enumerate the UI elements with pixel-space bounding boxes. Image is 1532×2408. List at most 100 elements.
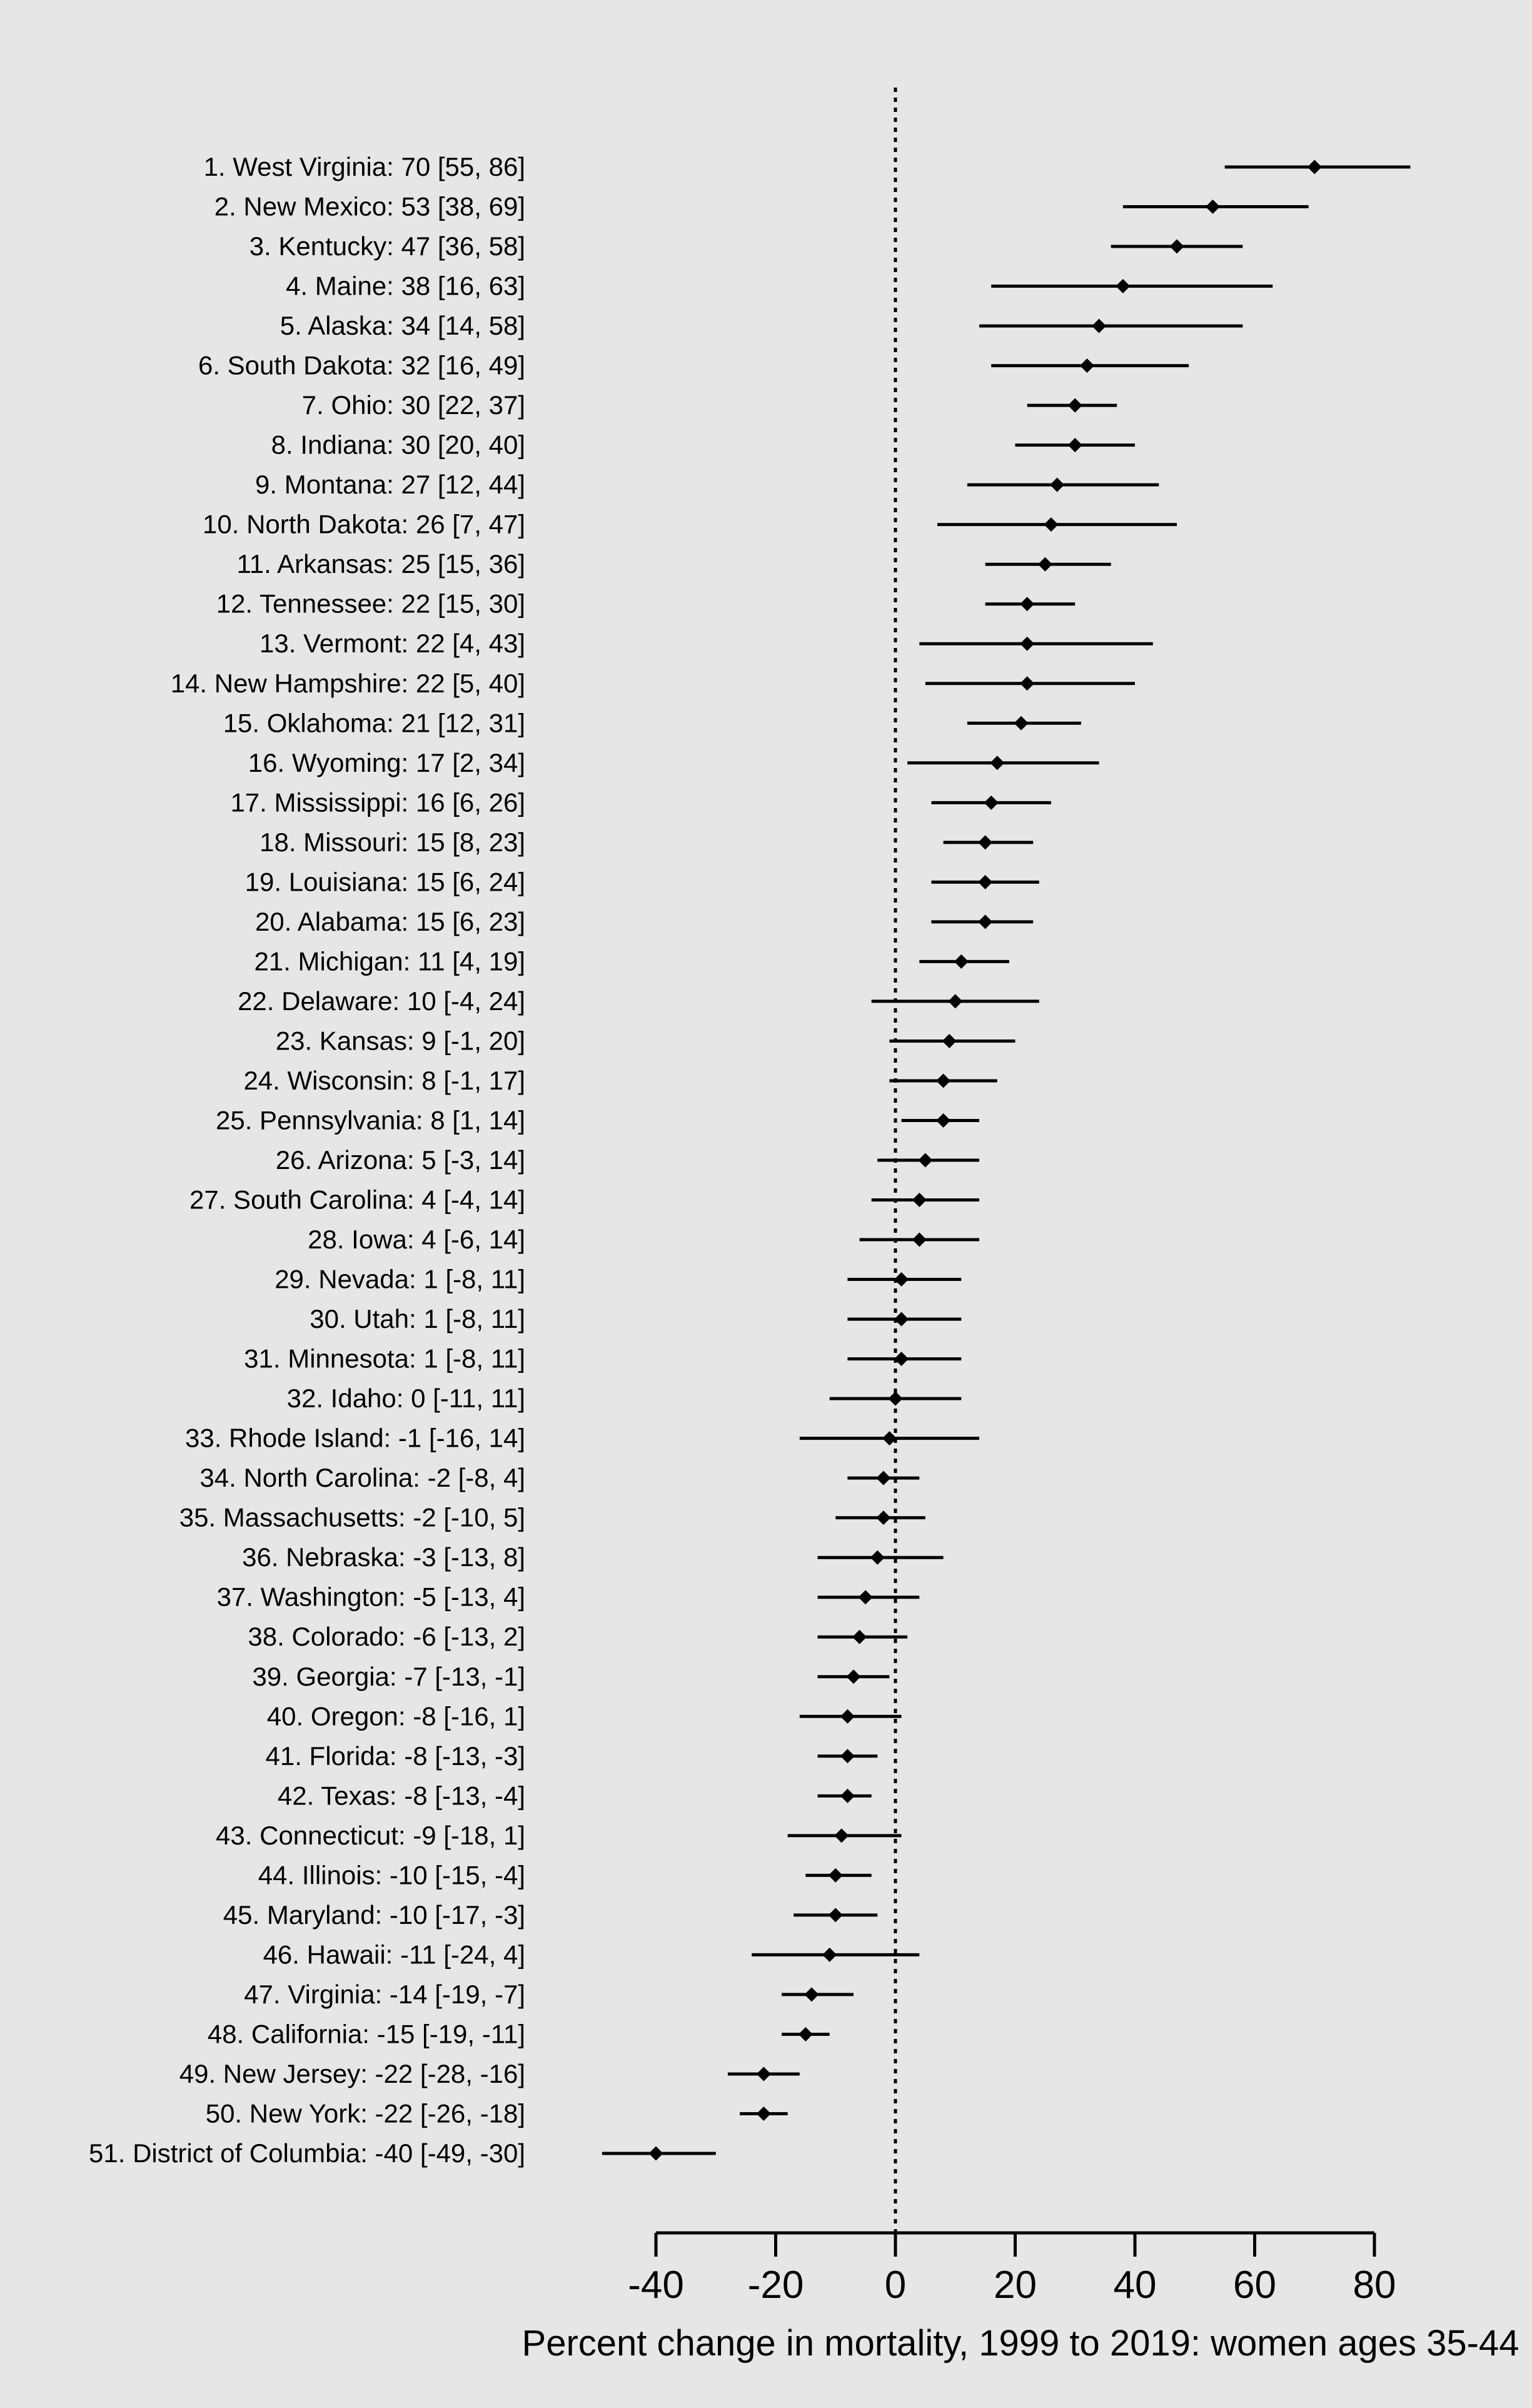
x-axis-tick-label: 80 [1353,2264,1396,2307]
estimate-marker [756,2106,771,2121]
estimate-marker [1067,398,1082,413]
estimate-marker [822,1947,837,1962]
state-label: 2. New Mexico: 53 [38, 69] [214,192,525,221]
state-label: 51. District of Columbia: -40 [-49, -30] [89,2138,525,2168]
state-label: 8. Indiana: 30 [20, 40] [271,430,525,460]
estimate-marker [840,1749,855,1764]
estimate-marker [804,1987,819,2002]
estimate-marker [894,1272,909,1287]
x-axis-tick-label: 40 [1114,2264,1157,2307]
state-label: 1. West Virginia: 70 [55, 86] [204,152,525,181]
estimate-marker [978,835,993,850]
state-label: 9. Montana: 27 [12, 44] [255,470,525,499]
estimate-marker [1079,358,1094,373]
state-label: 10. North Dakota: 26 [7, 47] [203,510,525,539]
state-label: 31. Minnesota: 1 [-8, 11] [244,1344,525,1373]
estimate-marker [948,994,963,1009]
estimate-marker [858,1590,873,1605]
x-axis-tick-label: -20 [748,2264,804,2307]
estimate-marker [990,756,1005,771]
state-label: 41. Florida: -8 [-13, -3] [265,1741,525,1771]
state-label: 22. Delaware: 10 [-4, 24] [238,986,525,1016]
x-axis-title: Percent change in mortality, 1999 to 201… [522,2323,1519,2364]
state-label: 5. Alaska: 34 [14, 58] [280,311,525,340]
state-label: 14. New Hampshire: 22 [5, 40] [171,669,525,698]
state-label: 47. Virginia: -14 [-19, -7] [244,1980,525,2009]
estimate-marker [894,1352,909,1367]
estimate-marker [828,1908,843,1923]
estimate-marker [834,1828,849,1843]
estimate-marker [1092,318,1107,333]
state-label: 11. Arkansas: 25 [15, 36] [236,549,525,579]
state-label: 23. Kansas: 9 [-1, 20] [276,1026,525,1055]
estimate-marker [840,1709,855,1724]
state-label: 18. Missouri: 15 [8, 23] [260,827,525,857]
state-label: 38. Colorado: -6 [-13, 2] [248,1622,525,1651]
estimate-marker [912,1193,927,1208]
estimate-marker [798,2026,813,2041]
state-label: 4. Maine: 38 [16, 63] [286,271,525,301]
estimate-marker [756,2067,771,2082]
state-label: 26. Arizona: 5 [-3, 14] [276,1145,525,1175]
estimate-marker [852,1629,867,1644]
estimate-marker [1044,517,1059,532]
estimate-marker [1307,159,1322,175]
state-label: 3. Kentucky: 47 [36, 58] [249,231,525,261]
state-label: 49. New Jersey: -22 [-28, -16] [179,2059,525,2088]
state-label: 32. Idaho: 0 [-11, 11] [287,1384,525,1413]
state-label: 30. Utah: 1 [-8, 11] [310,1304,525,1333]
estimate-marker [978,874,993,889]
estimate-marker [942,1033,957,1048]
estimate-marker [846,1669,861,1684]
state-label: 35. Massachusetts: -2 [-10, 5] [179,1503,525,1532]
state-label: 37. Washington: -5 [-13, 4] [217,1582,525,1612]
estimate-marker [1020,636,1035,651]
estimate-marker [936,1113,951,1128]
estimate-marker [1050,477,1065,492]
state-label: 19. Louisiana: 15 [6, 24] [245,867,525,896]
estimate-marker [1067,438,1082,453]
state-label: 13. Vermont: 22 [4, 43] [260,629,525,658]
estimate-marker [894,1312,909,1327]
state-label: 21. Michigan: 11 [4, 19] [254,946,526,976]
estimate-marker [918,1153,933,1168]
state-label: 45. Maryland: -10 [-17, -3] [223,1900,525,1930]
estimate-marker [870,1550,885,1565]
state-label: 7. Ohio: 30 [22, 37] [302,390,525,420]
x-axis-tick-label: -40 [628,2264,684,2307]
state-label: 48. California: -15 [-19, -11] [208,2019,525,2048]
estimate-marker [1205,200,1220,215]
state-label: 25. Pennsylvania: 8 [1, 14] [216,1105,525,1135]
state-label: 43. Connecticut: -9 [-18, 1] [216,1821,525,1850]
estimate-marker [1020,597,1035,612]
x-axis-tick-label: 0 [885,2264,906,2307]
state-label: 36. Nebraska: -3 [-13, 8] [242,1542,525,1572]
estimate-marker [828,1868,843,1883]
estimate-marker [1037,557,1052,572]
state-label: 6. South Dakota: 32 [16, 49] [198,351,525,380]
state-label: 12. Tennessee: 22 [15, 30] [216,589,525,619]
state-label: 44. Illinois: -10 [-15, -4] [258,1860,525,1889]
state-label: 42. Texas: -8 [-13, -4] [278,1781,525,1810]
estimate-marker [936,1073,951,1088]
state-label: 17. Mississippi: 16 [6, 26] [230,787,525,817]
estimate-marker [912,1232,927,1247]
estimate-marker [876,1510,891,1525]
state-label: 33. Rhode Island: -1 [-16, 14] [185,1424,525,1453]
estimate-marker [1169,239,1184,254]
estimate-marker [882,1431,897,1446]
state-label: 46. Hawaii: -11 [-24, 4] [263,1940,525,1969]
estimate-marker [1014,716,1029,731]
estimate-marker [1020,676,1035,691]
state-label: 27. South Carolina: 4 [-4, 14] [189,1185,525,1215]
x-axis-tick-label: 20 [994,2264,1037,2307]
estimate-marker [1116,279,1131,294]
estimate-marker [876,1470,891,1485]
state-label: 28. Iowa: 4 [-6, 14] [308,1225,525,1254]
estimate-marker [888,1391,903,1406]
state-label: 29. Nevada: 1 [-8, 11] [275,1265,525,1294]
state-label: 24. Wisconsin: 8 [-1, 17] [243,1066,525,1095]
state-label: 40. Oregon: -8 [-16, 1] [267,1701,525,1731]
